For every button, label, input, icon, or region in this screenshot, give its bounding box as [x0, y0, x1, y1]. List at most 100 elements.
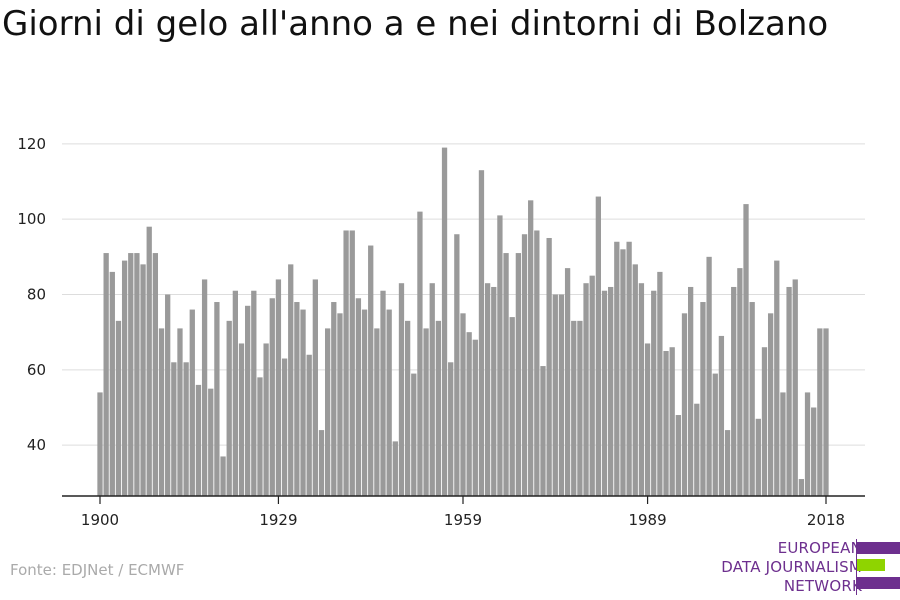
- bar: [564, 268, 571, 496]
- y-tick-label: 80: [27, 285, 46, 303]
- logo-bar-3: [857, 577, 900, 589]
- bar: [355, 298, 362, 496]
- edjnet-logo[interactable]: EUROPEAN DATA JOURNALISM NETWORK: [712, 539, 900, 595]
- bar: [312, 279, 318, 496]
- bar: [540, 366, 546, 496]
- bar: [632, 264, 638, 496]
- y-tick-label: 120: [17, 135, 46, 153]
- bar: [208, 388, 214, 496]
- bar: [177, 328, 183, 496]
- bar: [497, 215, 503, 496]
- bar: [687, 286, 694, 496]
- bar: [589, 275, 595, 496]
- bar: [263, 343, 269, 496]
- bar: [288, 264, 294, 496]
- bar: [737, 268, 743, 496]
- bar: [269, 298, 275, 496]
- bar: [251, 290, 257, 496]
- bar: [97, 392, 103, 496]
- bar: [718, 335, 725, 496]
- bar: [657, 271, 663, 496]
- bar: [201, 279, 208, 496]
- bar: [731, 286, 737, 496]
- bar: [515, 253, 522, 496]
- bar: [423, 328, 429, 496]
- bar: [300, 309, 306, 496]
- bar: [128, 253, 134, 496]
- bar: [681, 313, 688, 496]
- bar: [571, 320, 577, 496]
- bar: [275, 279, 282, 496]
- bar: [214, 302, 220, 496]
- bar: [460, 313, 466, 496]
- bar: [386, 309, 392, 496]
- bar: [152, 253, 159, 496]
- bar: [189, 309, 195, 496]
- bar: [669, 347, 675, 496]
- bar: [294, 302, 300, 496]
- bar: [521, 234, 528, 496]
- bar: [694, 403, 700, 496]
- logo-bar-2: [857, 559, 885, 571]
- bar: [509, 317, 515, 496]
- bar: [337, 313, 343, 496]
- bar: [134, 253, 140, 496]
- bar: [528, 200, 534, 496]
- bar: [238, 343, 245, 496]
- bar: [700, 302, 706, 496]
- bar: [374, 328, 380, 496]
- logo-line-2: DATA JOURNALISM: [721, 558, 862, 576]
- bar: [503, 253, 509, 496]
- bar: [651, 290, 657, 496]
- logo-line-1: EUROPEAN: [777, 539, 862, 557]
- logo-line-3: NETWORK: [783, 577, 862, 595]
- bar: [448, 362, 454, 496]
- bar: [724, 430, 731, 496]
- bar: [601, 290, 608, 496]
- bar: [644, 343, 651, 496]
- bar: [146, 226, 152, 496]
- bar: [466, 332, 472, 496]
- bar: [306, 354, 312, 496]
- bar: [706, 256, 712, 496]
- bar: [361, 309, 368, 496]
- bar: [817, 328, 823, 496]
- bar: [121, 260, 128, 496]
- bar: [767, 313, 774, 496]
- bar: [534, 230, 540, 497]
- bar: [226, 320, 232, 496]
- bar: [115, 320, 122, 496]
- x-tick-label: 1929: [259, 511, 297, 529]
- bar: [558, 294, 565, 496]
- chart-title: Giorni di gelo all'anno a e nei dintorni…: [2, 4, 829, 44]
- bar: [195, 384, 202, 496]
- bar: [140, 264, 146, 496]
- bar: [404, 320, 411, 496]
- bar: [318, 430, 325, 496]
- bars: [97, 147, 829, 497]
- bar: [103, 253, 109, 496]
- x-tick-label: 1989: [628, 511, 666, 529]
- bar: [712, 373, 718, 496]
- bar: [109, 271, 115, 496]
- bar: [398, 283, 405, 496]
- x-tick-label: 1959: [444, 511, 482, 529]
- bar: [774, 260, 780, 496]
- bar: [324, 328, 331, 496]
- y-tick-label: 40: [27, 436, 46, 454]
- bar: [417, 211, 423, 496]
- bar: [675, 415, 681, 496]
- bar: [638, 283, 645, 496]
- bar: [478, 170, 485, 496]
- bar: [158, 328, 165, 496]
- bar: [183, 362, 189, 496]
- bar: [577, 320, 583, 496]
- x-tick-label: 2018: [807, 511, 845, 529]
- y-tick-label: 60: [27, 361, 46, 379]
- bar: [411, 373, 417, 496]
- bar: [595, 196, 602, 496]
- bar: [232, 290, 239, 496]
- bar: [429, 283, 435, 496]
- logo-bar-1: [857, 542, 900, 554]
